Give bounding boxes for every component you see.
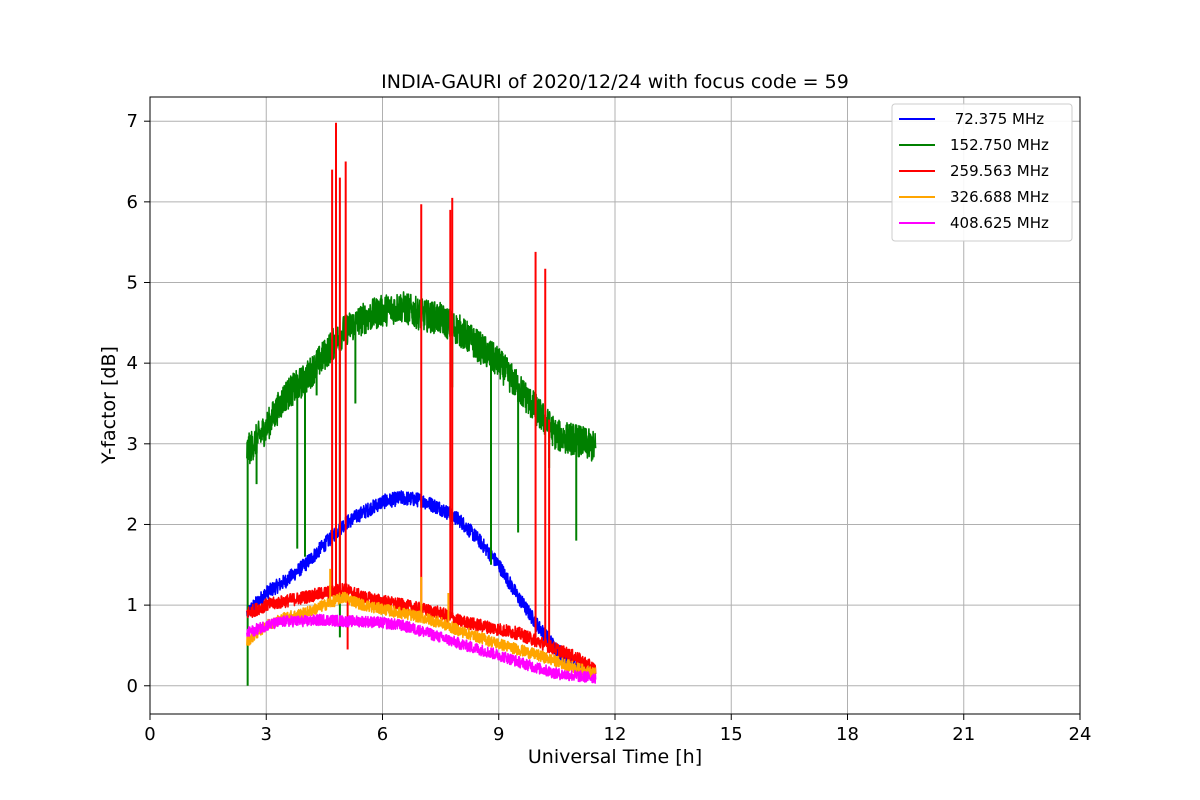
series-layer [246,122,597,686]
series-4 [246,568,597,679]
x-axis-label: Universal Time [h] [528,746,702,768]
y-tick-label: 6 [127,192,138,213]
y-axis-label: Y-factor [dB] [98,346,120,465]
y-tick-label: 3 [127,434,138,455]
legend-label: 408.625 MHz [950,214,1049,232]
y-tick-label: 2 [127,514,138,535]
x-tick-label: 9 [493,724,504,745]
y-tick-label: 5 [127,273,138,294]
x-tick-label: 15 [720,724,743,745]
x-tick-label: 6 [377,724,388,745]
series-line [246,613,597,684]
x-tick-label: 24 [1069,724,1092,745]
x-tick-label: 0 [144,724,155,745]
x-tick-label: 21 [952,724,975,745]
chart-title: INDIA-GAURI of 2020/12/24 with focus cod… [381,71,849,93]
y-tick-label: 0 [127,676,138,697]
legend-box [891,103,1073,242]
series-5 [246,613,597,684]
x-tick-label: 12 [604,724,627,745]
x-tick-label: 18 [836,724,859,745]
legend-label: 72.375 MHz [950,110,1044,128]
x-tick-label: 3 [261,724,272,745]
y-tick-label: 1 [127,595,138,616]
legend-label: 259.563 MHz [950,162,1049,180]
series-3 [246,122,597,675]
legend-label: 326.688 MHz [950,188,1049,206]
y-tick-label: 7 [127,111,138,132]
legend: 72.375 MHz 152.750 MHz 259.563 MHz 326.688 … [891,103,1073,242]
legend-label: 152.750 MHz [950,136,1049,154]
y-tick-label: 4 [127,353,138,374]
